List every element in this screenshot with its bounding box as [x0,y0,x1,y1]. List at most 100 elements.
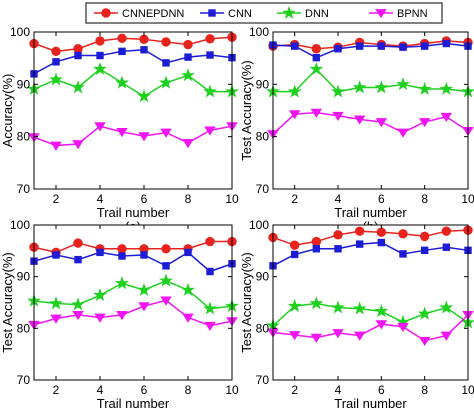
data-point [206,267,214,276]
y-tick-label: 90 [17,270,31,284]
x-tick-label: 2 [291,383,298,397]
data-point [51,46,61,57]
series-line [272,40,469,50]
data-point [377,238,386,247]
data-point [73,238,83,248]
data-point [289,240,300,250]
x-tick-label: 10 [225,192,239,206]
series-line [272,42,469,59]
legend-label: CNN [228,8,252,20]
y-axis-label: Accuracy(%) [0,74,15,148]
legend-marker [208,9,216,17]
data-point [353,115,366,125]
data-point [71,297,85,311]
data-point [375,118,388,128]
data-point [52,251,60,259]
data-point [420,246,429,255]
data-point [181,68,195,82]
data-point [439,300,454,314]
data-point [71,80,85,94]
data-point [115,75,129,89]
data-point [288,331,301,341]
data-point [334,245,342,253]
axes-frame [272,31,469,190]
x-tick-label: 2 [291,192,298,206]
y-tick-label: 70 [17,373,31,387]
x-tick-label: 4 [335,383,342,397]
data-point [50,141,62,151]
data-point [204,321,216,332]
legend-entry-cnnepdnn: CNNEPDNN [94,8,184,20]
y-tick-label: 80 [256,321,270,335]
data-point [74,51,82,60]
y-tick-label: 70 [256,373,270,387]
data-point [184,248,192,257]
plot-area [34,225,232,380]
data-point [184,53,192,61]
y-tick-label: 80 [256,130,270,144]
data-point [440,331,453,341]
data-point [160,128,172,138]
axes-frame [33,224,233,381]
x-tick-label: 8 [421,192,428,206]
data-point [417,81,432,95]
series-bpnn [28,296,238,332]
data-point [441,226,452,236]
data-point [205,34,215,44]
legend-box [85,2,443,24]
legend-marker [375,9,387,19]
data-point [140,46,148,54]
data-point [95,36,105,46]
data-point [396,77,410,91]
data-point [118,47,126,56]
y-tick-label: 100 [249,218,269,232]
data-point [311,236,322,247]
x-tick-label: 4 [97,192,104,206]
data-point [333,230,343,240]
series-line [33,279,233,310]
data-point [73,44,83,54]
data-point [310,108,323,118]
data-point [397,322,409,333]
data-point [353,331,366,341]
data-point [442,39,451,48]
data-point [161,244,171,254]
x-tick-label: 6 [378,383,385,397]
x-tick-label: 6 [141,383,148,397]
legend-label: CNNEPDNN [122,8,184,20]
data-point [49,72,63,86]
data-point [160,296,172,306]
x-tick-label: 6 [378,192,385,206]
data-point [331,84,345,98]
data-point [161,37,171,47]
data-point [312,53,321,62]
series-line [272,241,469,267]
data-point [287,84,302,98]
data-point [50,314,62,324]
data-point [138,132,150,142]
axes-frame [272,224,469,381]
data-point [93,288,107,302]
data-point [309,61,324,75]
data-point [183,39,193,50]
data-point [374,304,389,318]
data-point [331,300,345,314]
series-cnnepdnn [29,32,237,57]
data-point [116,128,128,138]
data-point [398,229,408,239]
data-point [204,126,216,136]
data-point [352,80,367,94]
data-point [205,236,215,247]
y-tick-label: 90 [256,270,270,284]
series-line [33,240,232,254]
data-point [332,329,344,339]
y-tick-label: 90 [17,77,31,91]
series-bpnn [267,108,474,140]
y-tick-label: 100 [10,25,30,39]
data-point [118,252,126,260]
